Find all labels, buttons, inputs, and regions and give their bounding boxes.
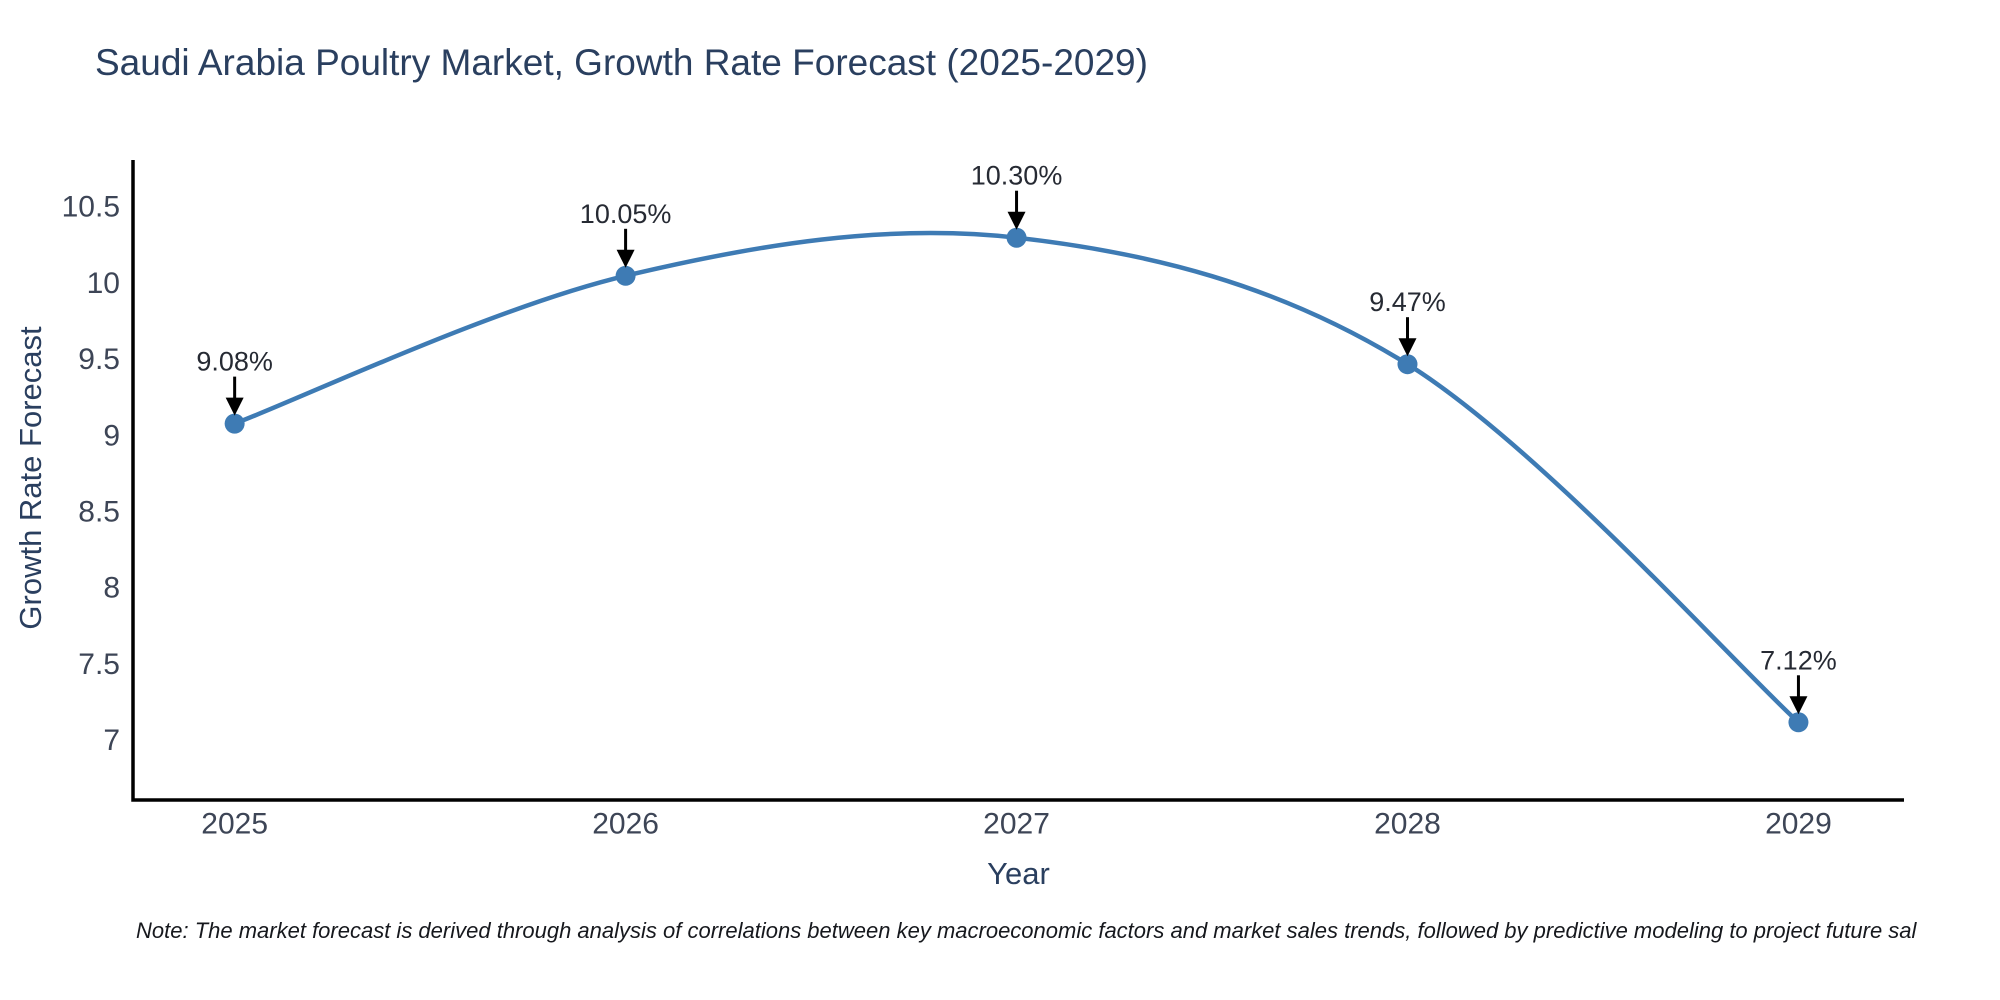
annotation-arrowhead-icon (1398, 338, 1417, 357)
x-tick-label: 2025 (201, 808, 268, 841)
x-tick-label: 2028 (1374, 808, 1441, 841)
x-tick-label: 2027 (983, 808, 1050, 841)
y-tick-label: 9.5 (78, 343, 120, 376)
y-tick-label: 8.5 (78, 496, 120, 529)
annotation-arrowhead-icon (616, 249, 635, 268)
data-point-label: 9.08% (196, 347, 273, 377)
chart-title: Saudi Arabia Poultry Market, Growth Rate… (95, 42, 1148, 83)
y-tick-label: 8 (103, 572, 120, 605)
data-point-marker (615, 265, 636, 286)
data-point-marker (1397, 354, 1418, 375)
x-tick-label: 2029 (1765, 808, 1832, 841)
y-axis-title: Growth Rate Forecast (13, 326, 48, 630)
data-point-marker (224, 413, 245, 434)
x-axis-title: Year (987, 856, 1050, 891)
annotation-arrowhead-icon (1789, 696, 1808, 715)
annotation-arrowhead-icon (225, 397, 244, 416)
data-point-label: 7.12% (1760, 645, 1837, 675)
data-point-label: 10.05% (580, 199, 672, 229)
data-point-marker (1006, 227, 1027, 248)
axis-lines (131, 160, 1904, 802)
x-tick-label: 2026 (592, 808, 659, 841)
y-tick-label: 9 (103, 419, 120, 452)
footnote: Note: The market forecast is derived thr… (136, 918, 1917, 943)
data-point-label: 9.47% (1369, 287, 1446, 317)
data-point-label: 10.30% (971, 161, 1063, 191)
y-tick-label: 10 (87, 267, 120, 300)
y-tick-label: 7.5 (78, 648, 120, 681)
y-tick-label: 7 (103, 724, 120, 757)
y-tick-label: 10.5 (62, 191, 120, 224)
data-point-marker (1788, 712, 1809, 733)
annotation-arrowhead-icon (1007, 211, 1026, 230)
forecast-line (232, 230, 1801, 725)
